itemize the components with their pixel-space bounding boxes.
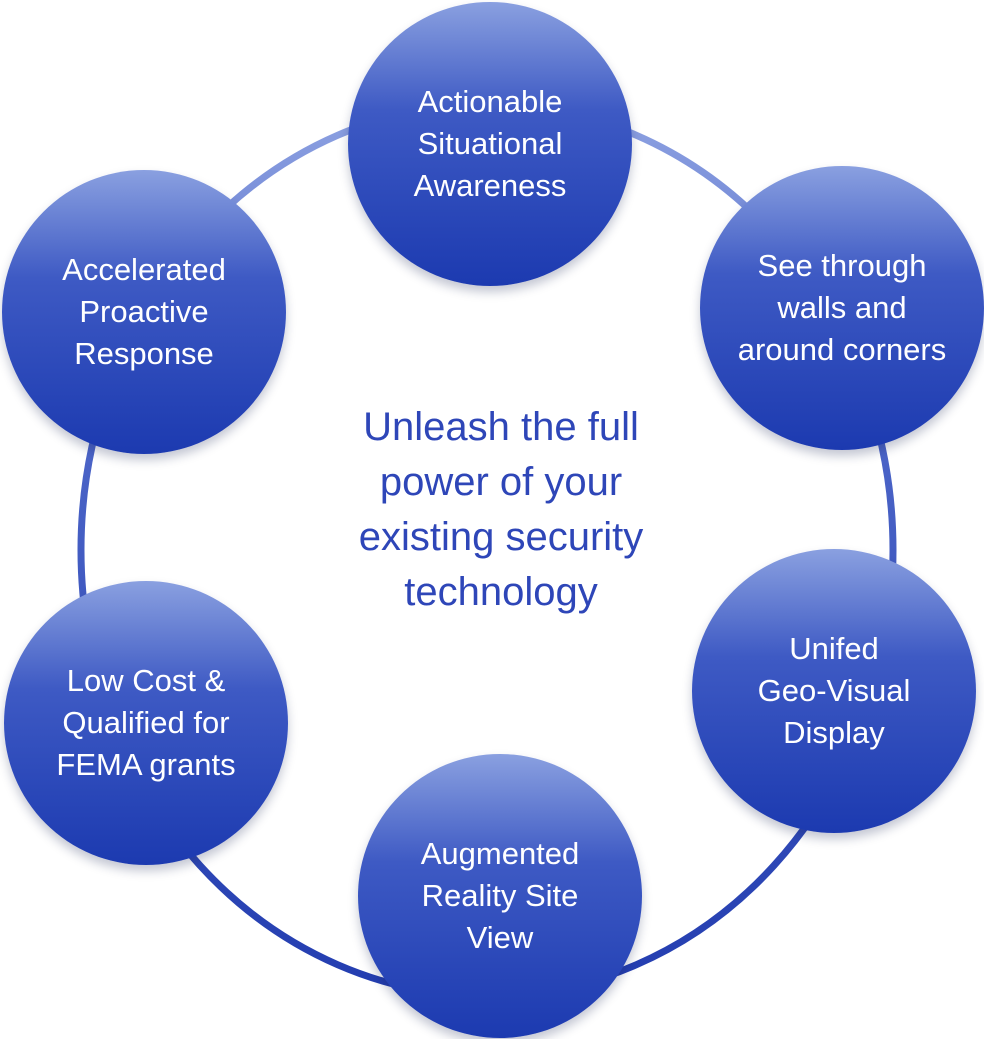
- center-statement: Unleash the full power of your existing …: [358, 405, 644, 614]
- node-see-through-walls: See through walls and around corners: [700, 166, 984, 450]
- node-label: Accelerated Proactive Response: [62, 252, 226, 371]
- node-unified-geo-visual-display: Unifed Geo-Visual Display: [692, 549, 976, 833]
- node-label: Augmented Reality Site View: [420, 836, 580, 955]
- node-label: Actionable Situational Awareness: [413, 84, 567, 203]
- node-label: See through walls and around corners: [737, 248, 947, 367]
- node-label: Unifed Geo-Visual Display: [757, 631, 911, 750]
- node-actionable-situational-awareness: Actionable Situational Awareness: [348, 2, 632, 286]
- node-label: Low Cost & Qualified for FEMA grants: [56, 663, 236, 782]
- node-low-cost-fema-grants: Low Cost & Qualified for FEMA grants: [4, 581, 288, 865]
- node-augmented-reality-site-view: Augmented Reality Site View: [358, 754, 642, 1038]
- node-accelerated-proactive-response: Accelerated Proactive Response: [2, 170, 286, 454]
